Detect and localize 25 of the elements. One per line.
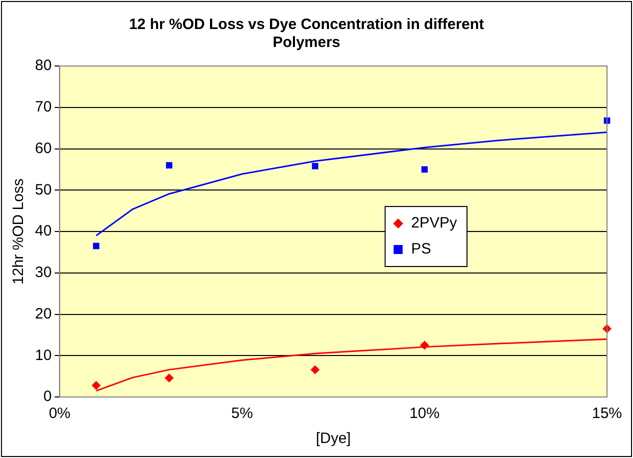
point	[92, 380, 101, 390]
point	[310, 365, 320, 374]
point	[166, 162, 172, 168]
y-tick-label: 80	[34, 57, 52, 74]
y-tick-label: 60	[34, 140, 52, 157]
y-tick-label: 10	[34, 346, 52, 364]
y-tick-label: 40	[34, 222, 52, 240]
point	[312, 162, 318, 170]
x-tick-label: 15%	[592, 405, 622, 422]
point	[92, 242, 100, 250]
point	[164, 373, 174, 382]
y-tick-label: 50	[34, 181, 52, 198]
chart-title: 12 hr %OD Loss vs Dye Concentration in different Polymers	[128, 16, 484, 52]
legend-label: 2PVPy	[411, 214, 458, 232]
y-tick-label: 70	[34, 98, 52, 116]
y-tick-label: 30	[34, 264, 52, 282]
x-axis-title: [Dye]	[316, 430, 351, 448]
x-tick-label: 0%	[48, 405, 71, 422]
y-tick-label: 20	[34, 305, 52, 322]
y-tick-label: 0	[43, 388, 52, 406]
x-tick-label: 5%	[231, 405, 253, 422]
x-tick-label: 10%	[410, 405, 440, 422]
point	[420, 340, 430, 350]
y-axis-title: 12hr %OD Loss	[10, 178, 28, 284]
legend-label: PS	[411, 240, 432, 258]
